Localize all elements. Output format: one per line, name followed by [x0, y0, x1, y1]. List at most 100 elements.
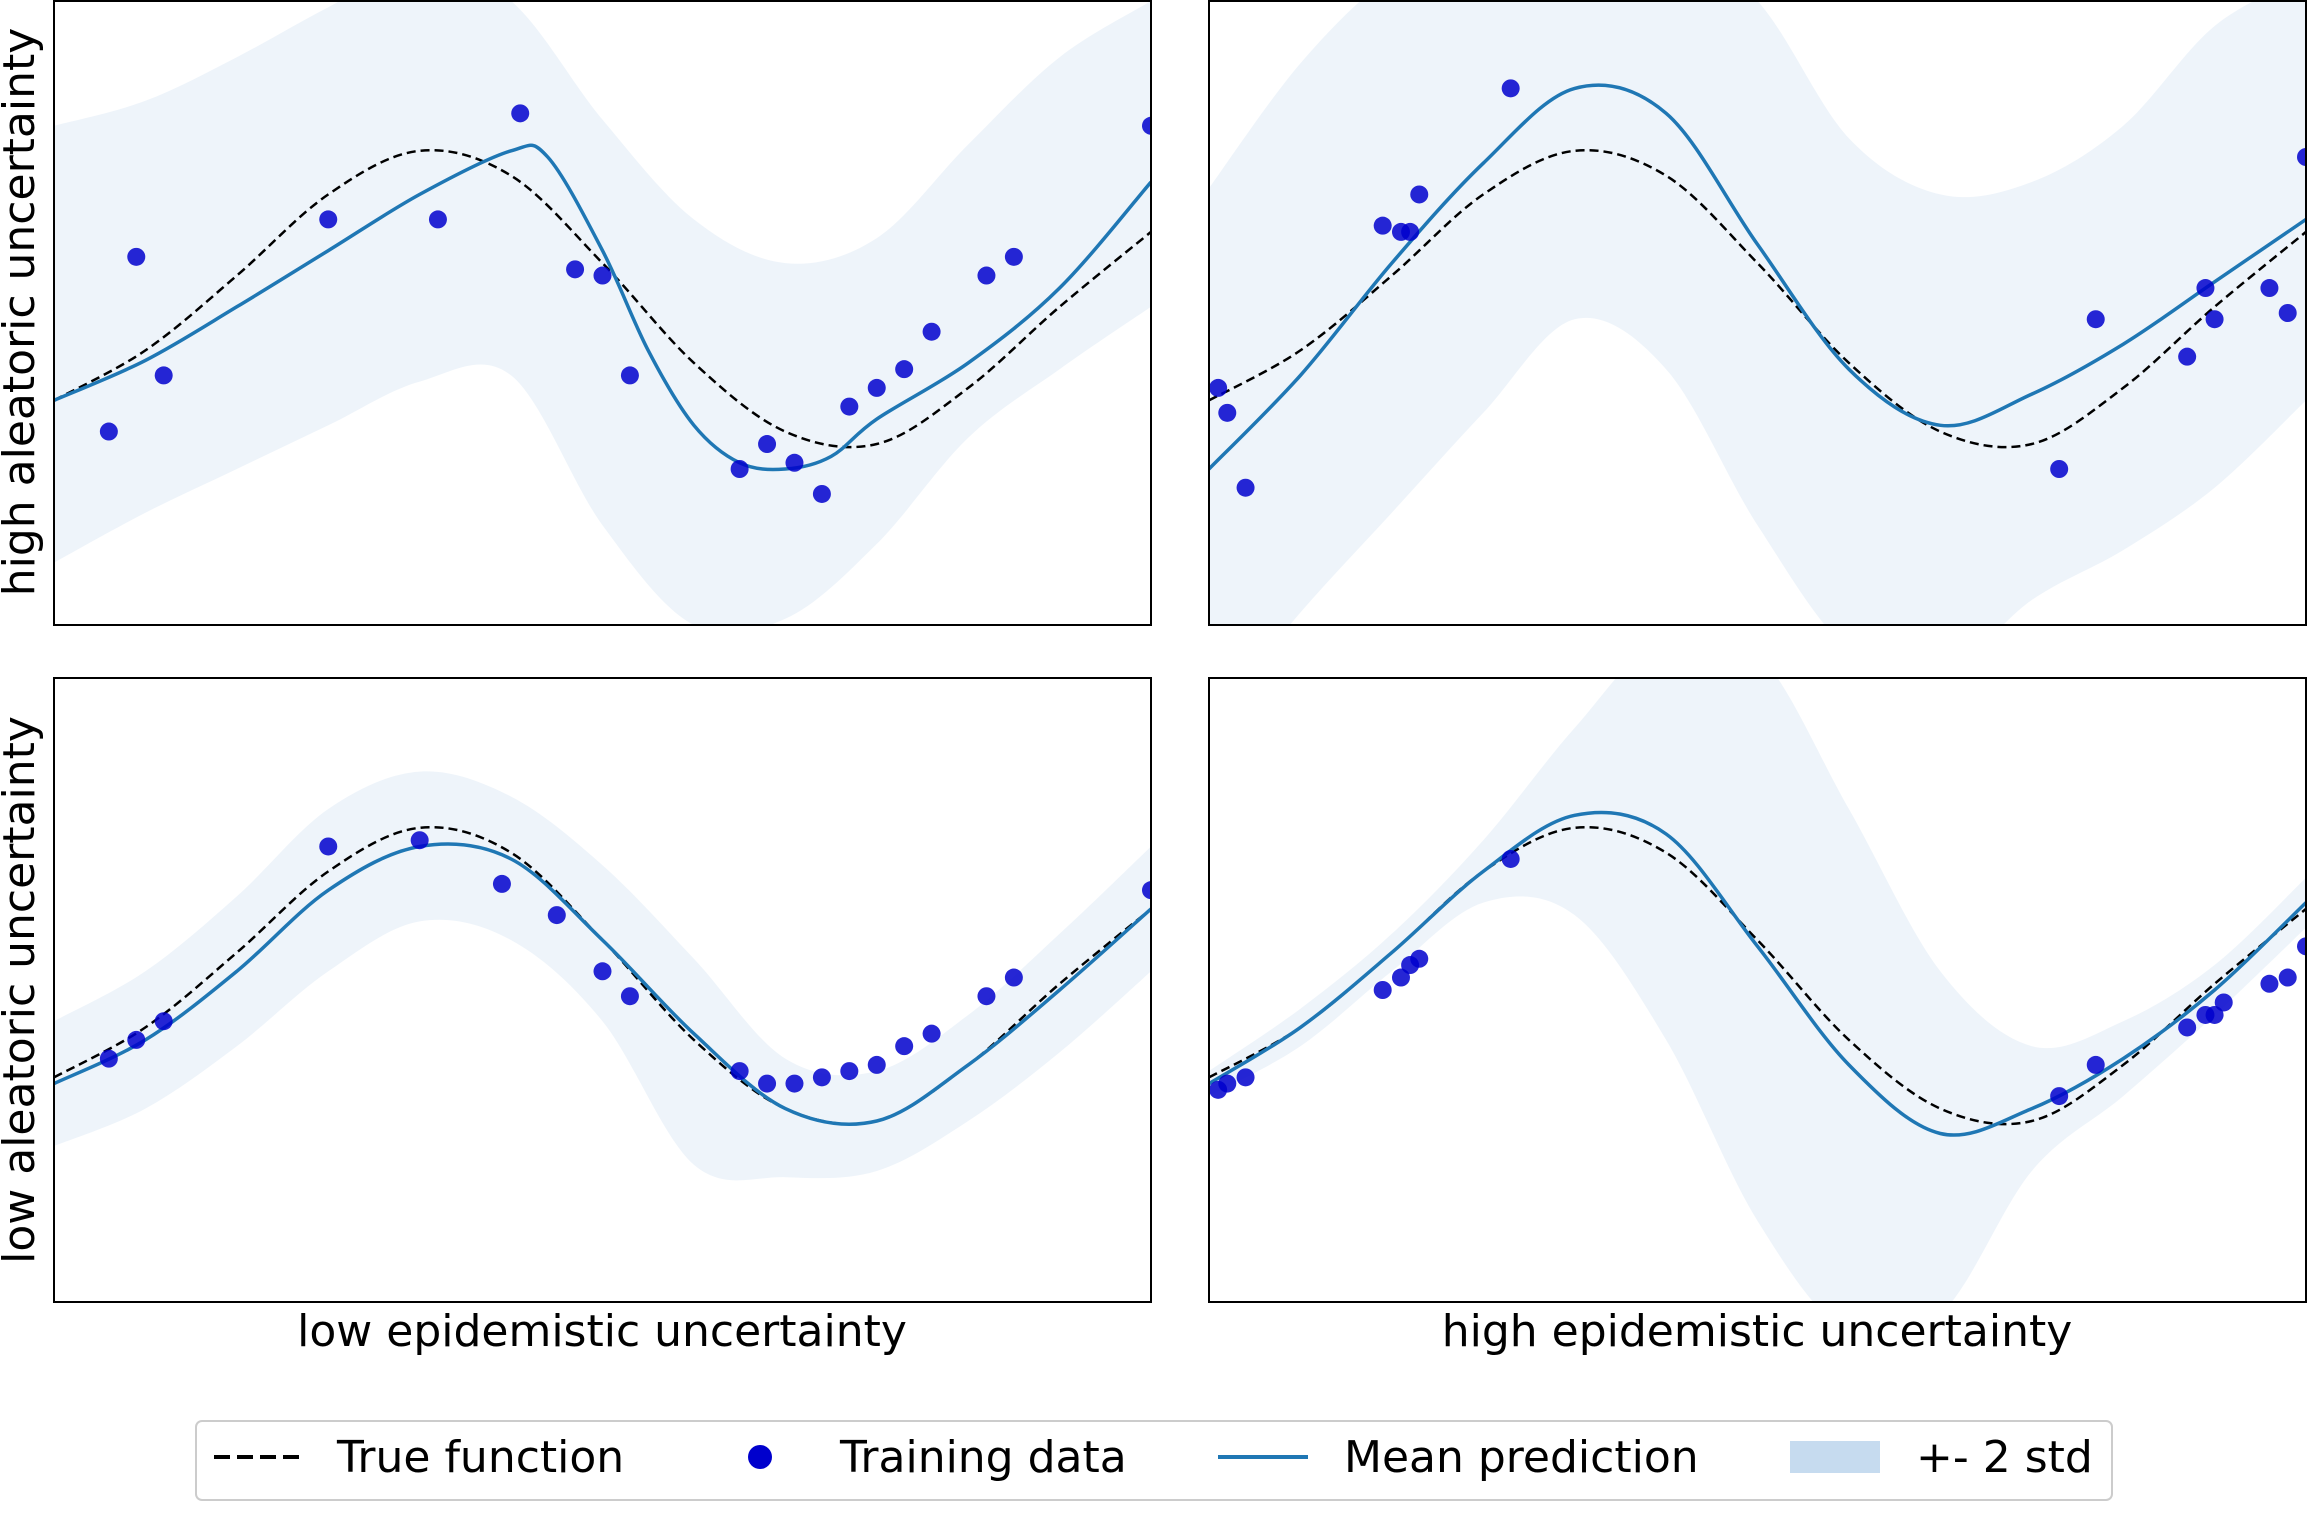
- training-point: [2214, 993, 2233, 1012]
- mean-prediction-line: [54, 143, 1151, 472]
- training-point: [2178, 347, 2197, 366]
- training-point: [593, 962, 612, 981]
- true-function-line: [1209, 825, 2306, 1126]
- uncertainty-band: [1209, 1, 2306, 625]
- training-point: [2196, 279, 2215, 298]
- training-point: [2050, 460, 2069, 478]
- training-point: [2260, 974, 2279, 993]
- plot-area: [1209, 1, 2306, 625]
- training-point: [410, 831, 429, 850]
- row-label-high-aleatoric: high aleatoric uncertainty: [0, 28, 45, 597]
- training-point: [977, 987, 996, 1006]
- training-point: [922, 322, 941, 341]
- training-point: [895, 1037, 914, 1056]
- panel-bottom-left: [53, 677, 1152, 1303]
- panel-top-right: [1208, 0, 2307, 626]
- training-point: [99, 1049, 118, 1068]
- training-point: [1209, 378, 1228, 397]
- training-point: [2278, 968, 2297, 987]
- training-point: [1391, 968, 1410, 987]
- uncertainty-band: [54, 1, 1151, 625]
- legend: True function Training data Mean predict…: [195, 1420, 2113, 1501]
- legend-frame: [195, 1420, 2113, 1501]
- training-point: [1218, 403, 1237, 422]
- col-label-low-epidemistic: low epidemistic uncertainty: [297, 1306, 907, 1357]
- training-point: [620, 987, 639, 1006]
- training-point: [1218, 1074, 1237, 1093]
- training-point: [319, 210, 338, 229]
- training-point: [1401, 222, 1420, 241]
- plot-area: [1209, 678, 2306, 1302]
- training-point: [2205, 310, 2224, 329]
- training-point: [1410, 949, 1429, 968]
- training-point: [127, 247, 146, 266]
- training-point: [2196, 1005, 2215, 1024]
- legend-training-data-swatch: [748, 1445, 772, 1469]
- training-point: [1236, 1068, 1255, 1087]
- mean-prediction-line: [54, 842, 1151, 1127]
- legend-mean-prediction-label: Mean prediction: [1344, 1432, 1699, 1483]
- training-point: [154, 1012, 173, 1031]
- plot-area: [54, 1, 1151, 625]
- training-point: [127, 1030, 146, 1049]
- training-point: [492, 874, 511, 893]
- true-function-line: [54, 148, 1151, 449]
- training-point: [867, 1055, 886, 1074]
- training-point: [785, 453, 804, 472]
- training-point: [1501, 79, 1520, 98]
- training-point: [1501, 849, 1520, 868]
- training-point: [2086, 310, 2105, 329]
- training-point: [566, 260, 585, 279]
- training-point: [785, 1074, 804, 1093]
- training-point: [1004, 968, 1023, 987]
- training-point: [99, 422, 118, 441]
- training-point: [2178, 1018, 2197, 1037]
- col-label-high-epidemistic: high epidemistic uncertainty: [1442, 1306, 2073, 1357]
- row-label-low-aleatoric: low aleatoric uncertainty: [0, 716, 45, 1264]
- training-point: [2297, 937, 2306, 956]
- training-point: [895, 360, 914, 379]
- panel-bottom-right: [1208, 677, 2307, 1303]
- training-point: [1142, 881, 1151, 900]
- training-point: [1373, 216, 1392, 235]
- training-point: [2297, 148, 2306, 166]
- mean-prediction-line: [1209, 810, 2306, 1137]
- uncertainty-band: [1209, 678, 2306, 1302]
- training-point: [812, 484, 831, 503]
- training-point: [2086, 1055, 2105, 1074]
- mean-prediction-line: [1209, 83, 2306, 471]
- legend-band-label: +- 2 std: [1916, 1432, 2093, 1483]
- training-point: [867, 378, 886, 397]
- training-point: [1142, 116, 1151, 135]
- training-point: [730, 1062, 749, 1081]
- axes-frame: [1208, 0, 2307, 626]
- legend-true-function-label: True function: [336, 1432, 624, 1483]
- panel-top-left: [53, 0, 1152, 626]
- training-point: [758, 435, 777, 454]
- training-point: [2050, 1087, 2069, 1106]
- legend-training-data-label: Training data: [839, 1432, 1127, 1483]
- training-point: [977, 266, 996, 285]
- training-point: [1004, 247, 1023, 266]
- training-point: [758, 1074, 777, 1093]
- training-point: [840, 397, 859, 416]
- plot-area: [54, 771, 1151, 1181]
- training-point: [154, 366, 173, 385]
- training-point: [593, 266, 612, 285]
- training-point: [1236, 478, 1255, 497]
- legend-band-swatch: [1790, 1441, 1880, 1473]
- training-point: [620, 366, 639, 385]
- training-point: [428, 210, 447, 229]
- axes-frame: [1208, 677, 2307, 1303]
- training-point: [1373, 981, 1392, 999]
- training-point: [2278, 304, 2297, 322]
- training-point: [840, 1062, 859, 1081]
- training-point: [1410, 185, 1429, 204]
- training-point: [2260, 279, 2279, 298]
- training-point: [812, 1068, 831, 1087]
- training-point: [730, 460, 749, 478]
- training-point: [547, 906, 566, 925]
- training-point: [511, 104, 530, 123]
- training-point: [319, 837, 338, 856]
